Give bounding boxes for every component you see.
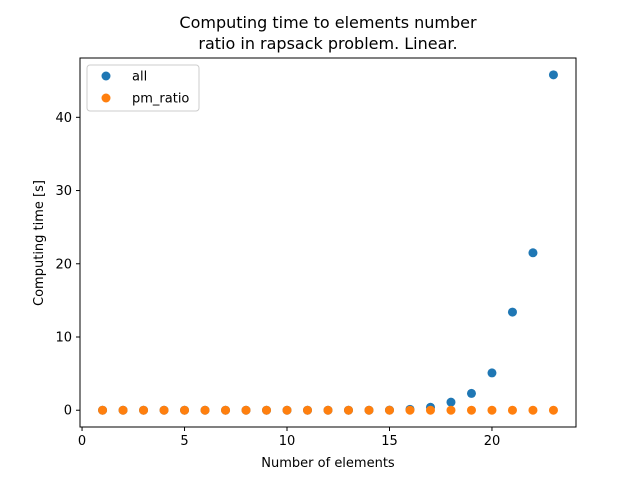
x-axis-label: Number of elements xyxy=(261,456,395,471)
data-point-pm-ratio xyxy=(118,405,128,415)
y-tick-label: 40 xyxy=(55,111,72,126)
x-tick-label: 10 xyxy=(279,434,296,449)
data-point-pm-ratio xyxy=(425,405,435,415)
data-point-pm-ratio xyxy=(446,405,456,415)
data-point-pm-ratio xyxy=(262,405,272,415)
legend-box xyxy=(86,64,200,112)
data-point-all xyxy=(446,397,456,407)
data-point-pm-ratio xyxy=(221,405,231,415)
data-point-all xyxy=(528,248,538,258)
data-point-all xyxy=(466,388,476,398)
data-point-pm-ratio xyxy=(507,405,517,415)
y-tick-label: 20 xyxy=(55,257,72,272)
x-tick-label: 15 xyxy=(381,434,398,449)
series-all xyxy=(98,70,558,415)
y-axis-label: Computing time [s] xyxy=(32,180,47,306)
data-point-pm-ratio xyxy=(139,405,149,415)
data-point-all xyxy=(507,307,517,317)
data-point-all xyxy=(487,368,497,378)
data-point-pm-ratio xyxy=(98,405,108,415)
y-tick-label: 10 xyxy=(55,331,72,346)
data-point-all xyxy=(548,70,558,80)
data-point-pm-ratio xyxy=(303,405,313,415)
x-tick-label: 5 xyxy=(180,434,188,449)
data-point-pm-ratio xyxy=(241,405,251,415)
x-tick-label: 0 xyxy=(78,434,86,449)
data-point-pm-ratio xyxy=(159,405,169,415)
data-point-pm-ratio xyxy=(548,405,558,415)
data-point-pm-ratio xyxy=(343,405,353,415)
data-point-pm-ratio xyxy=(487,405,497,415)
legend-marker-all xyxy=(101,71,111,81)
data-point-pm-ratio xyxy=(282,405,292,415)
y-tick-label: 0 xyxy=(64,404,72,419)
data-point-pm-ratio xyxy=(323,405,333,415)
series-pm-ratio xyxy=(98,405,558,415)
plot-area-frame xyxy=(79,57,577,428)
legend-marker-pm-ratio xyxy=(101,93,111,103)
data-point-pm-ratio xyxy=(466,405,476,415)
y-tick-label: 30 xyxy=(55,184,72,199)
legend-label-all: all xyxy=(132,70,147,85)
x-tick-label: 20 xyxy=(484,434,501,449)
chart-title-line-1: Computing time to elements number xyxy=(179,13,477,32)
legend-label-pm-ratio: pm_ratio xyxy=(132,92,189,107)
data-point-pm-ratio xyxy=(405,405,415,415)
chart-title-line-2: ratio in rapsack problem. Linear. xyxy=(198,34,457,53)
data-point-pm-ratio xyxy=(200,405,210,415)
data-point-pm-ratio xyxy=(180,405,190,415)
data-point-pm-ratio xyxy=(528,405,538,415)
data-point-pm-ratio xyxy=(364,405,374,415)
data-point-pm-ratio xyxy=(384,405,394,415)
